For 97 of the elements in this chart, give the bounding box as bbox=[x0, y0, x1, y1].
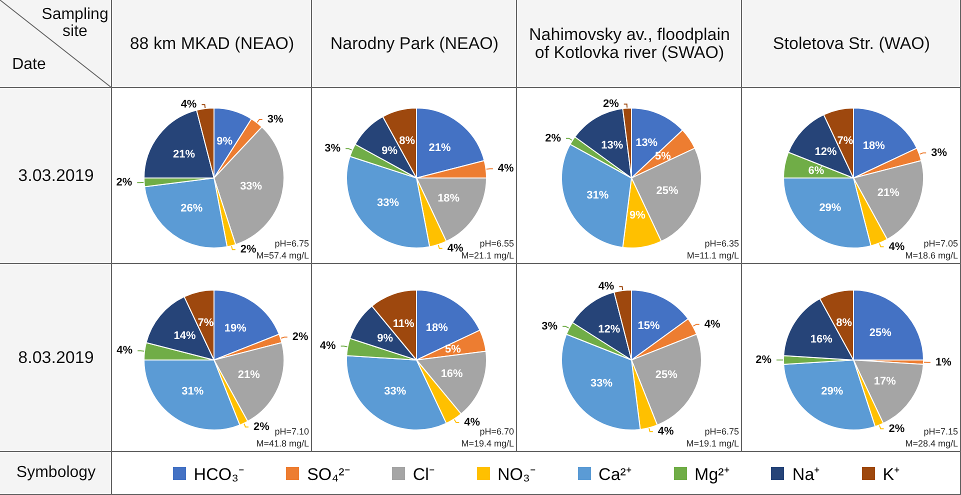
legend-label: Na⁺ bbox=[792, 464, 820, 485]
data-label: 21% bbox=[238, 369, 260, 382]
data-label: 9% bbox=[382, 145, 398, 158]
data-label: 3% bbox=[542, 320, 558, 332]
data-label: 4% bbox=[464, 416, 480, 428]
legend-label: NO₃⁻ bbox=[498, 464, 536, 485]
data-label: 12% bbox=[814, 146, 838, 158]
data-label: 12% bbox=[598, 323, 620, 336]
data-label: 9% bbox=[629, 210, 646, 222]
text: 3.03.2019 bbox=[0, 88, 112, 264]
text: M=18.6 mg/L bbox=[905, 250, 958, 260]
data-label: 3% bbox=[324, 142, 341, 155]
text: Stoletova Str. (WAO) bbox=[772, 33, 932, 56]
data-label: 25% bbox=[869, 327, 892, 340]
data-label: 17% bbox=[874, 375, 896, 388]
data-label: 15% bbox=[638, 320, 660, 332]
data-label: 18% bbox=[862, 140, 886, 152]
legend-label: K⁺ bbox=[882, 464, 900, 485]
data-label: 2% bbox=[292, 331, 308, 344]
text: Date bbox=[11, 54, 47, 75]
data-label: 4% bbox=[447, 242, 464, 254]
data-label: 33% bbox=[240, 180, 262, 192]
text: pH=6.55 bbox=[480, 238, 514, 248]
data-label: 29% bbox=[821, 385, 844, 398]
data-label: 9% bbox=[377, 332, 394, 345]
legend-label: Ca²⁺ bbox=[598, 464, 632, 485]
data-label: 16% bbox=[440, 368, 464, 380]
data-label: 4% bbox=[498, 162, 514, 175]
legend-label: Cl⁻ bbox=[412, 464, 435, 485]
data-label: 2% bbox=[545, 132, 562, 144]
data-label: 8% bbox=[836, 317, 852, 330]
data-label: 25% bbox=[655, 369, 678, 382]
data-label: 5% bbox=[445, 343, 462, 356]
data-label: 14% bbox=[174, 330, 196, 342]
text: pH=6.35 bbox=[704, 238, 740, 248]
data-label: 4% bbox=[658, 426, 674, 438]
data-label: 7% bbox=[837, 134, 854, 147]
legend-label: Mg²⁺ bbox=[694, 464, 730, 485]
data-label: 9% bbox=[216, 136, 233, 148]
text: Narodny Park (NEAO) bbox=[329, 33, 500, 56]
text: Symbology bbox=[0, 452, 112, 495]
data-label: 2% bbox=[602, 98, 620, 110]
text: pH=7.15 bbox=[924, 426, 958, 436]
data-label: 21% bbox=[428, 142, 452, 154]
legend-label: SO₄²⁻ bbox=[307, 464, 350, 485]
data-label: 4% bbox=[180, 98, 197, 111]
data-label: 11% bbox=[392, 318, 415, 330]
data-label: 2% bbox=[240, 244, 257, 256]
text: M=28.4 mg/L bbox=[905, 438, 958, 448]
text: M=21.1 mg/L bbox=[461, 250, 514, 260]
data-label: 13% bbox=[601, 139, 624, 152]
text: Nahimovsky av., floodplain of Kotlovka river (SWAO) bbox=[528, 24, 731, 64]
data-label: 7% bbox=[198, 316, 214, 329]
data-label: 18% bbox=[426, 322, 448, 334]
data-label: 4% bbox=[888, 240, 905, 253]
text: M=57.4 mg/L bbox=[256, 250, 310, 260]
data-label: 18% bbox=[438, 192, 460, 204]
data-label: 6% bbox=[808, 164, 824, 177]
legend-label: HCO₃⁻ bbox=[194, 464, 244, 485]
text: pH=6.70 bbox=[480, 426, 514, 436]
data-label: 5% bbox=[654, 150, 672, 163]
data-label: 3% bbox=[267, 114, 284, 126]
data-label: 4% bbox=[320, 340, 336, 352]
text: pH=6.75 bbox=[274, 238, 310, 248]
data-label: 21% bbox=[172, 148, 196, 161]
data-label: 21% bbox=[877, 187, 900, 200]
data-label: 33% bbox=[384, 385, 406, 398]
text: pH=7.10 bbox=[274, 426, 310, 436]
data-label: 31% bbox=[586, 189, 609, 202]
text: pH=7.05 bbox=[924, 238, 958, 248]
data-label: 4% bbox=[598, 280, 614, 293]
data-label: 31% bbox=[182, 385, 204, 398]
data-label: 29% bbox=[819, 202, 842, 214]
text: M=41.8 mg/L bbox=[256, 438, 310, 448]
text: pH=6.75 bbox=[704, 426, 740, 436]
data-label: 13% bbox=[636, 137, 658, 150]
text: M=19.4 mg/L bbox=[461, 438, 514, 448]
data-label: 2% bbox=[756, 354, 772, 366]
data-label: 19% bbox=[224, 322, 247, 335]
text: 8.03.2019 bbox=[0, 264, 112, 452]
data-label: 2% bbox=[888, 422, 905, 435]
data-label: 4% bbox=[116, 344, 133, 357]
data-label: 4% bbox=[704, 318, 720, 330]
text: M=19.1 mg/L bbox=[686, 438, 740, 448]
data-label: 8% bbox=[399, 135, 416, 148]
data-label: 33% bbox=[376, 197, 400, 210]
data-label: 1% bbox=[935, 356, 952, 368]
text: 88 km MKAD (NEAO) bbox=[128, 33, 296, 56]
data-label: 26% bbox=[180, 202, 203, 215]
data-label: 25% bbox=[656, 184, 678, 197]
data-label: 2% bbox=[254, 420, 270, 433]
data-label: 33% bbox=[590, 377, 613, 390]
data-label: 3% bbox=[931, 146, 948, 159]
data-label: 16% bbox=[810, 334, 833, 346]
data-label: 2% bbox=[116, 176, 132, 189]
text: Sampling site bbox=[40, 5, 110, 42]
text: M=11.1 mg/L bbox=[686, 250, 740, 260]
